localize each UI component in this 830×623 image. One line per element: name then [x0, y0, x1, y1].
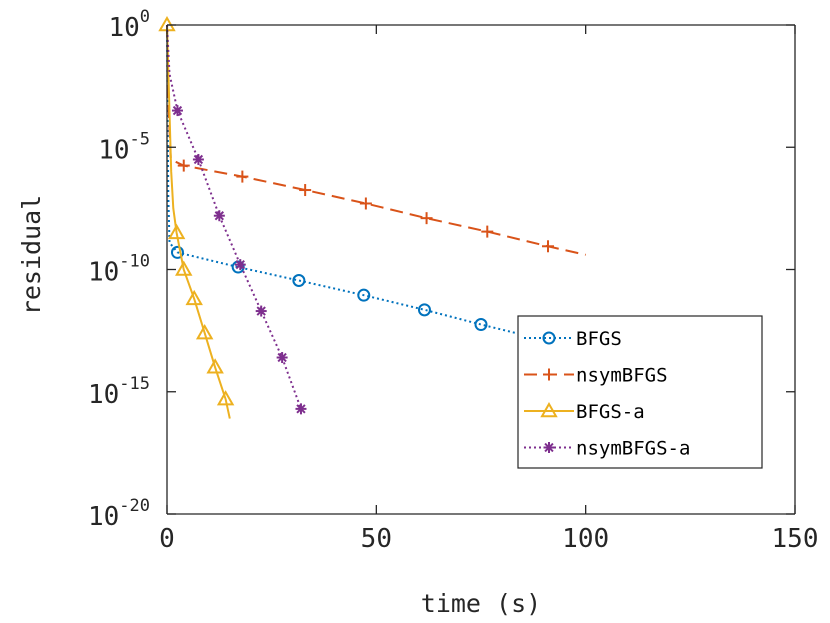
- legend-item-bfgs: BFGS: [524, 328, 622, 350]
- x-tick-label-2: 100: [562, 524, 609, 554]
- axes: [166, 24, 796, 515]
- data-point-nsymbfgs-a-5: [276, 352, 288, 364]
- y-tick-label-2: 10-10: [88, 252, 150, 288]
- y-tick-label-0: 100: [108, 7, 150, 43]
- x-axis-label: time (s): [421, 589, 541, 618]
- legend-box: [517, 315, 763, 469]
- data-point-bfgs-5: [474, 318, 488, 332]
- legend-marker-nsymbfgs-a: [543, 442, 555, 453]
- data-point-bfgs-a-5: [206, 358, 224, 374]
- legend-label-bfgs-a: BFGS-a: [576, 401, 645, 423]
- data-point-bfgs-a-2: [175, 260, 193, 276]
- y-tick-label-3: 10-15: [88, 374, 150, 410]
- data-point-bfgs-4: [417, 303, 431, 317]
- data-point-nsymbfgs-a-0: [171, 105, 183, 117]
- legend-item-nsymbfgs: nsymBFGS: [524, 365, 668, 387]
- data-point-nsymbfgs-a-4: [255, 305, 267, 317]
- data-point-bfgs-2: [292, 274, 306, 288]
- y-axis-label: residual: [17, 195, 46, 315]
- x-tick-label-3: 150: [772, 524, 819, 554]
- x-tick-label-1: 50: [361, 524, 392, 554]
- data-point-nsymbfgs-4: [420, 212, 433, 225]
- y-tick-label-4: 10-20: [88, 496, 150, 532]
- data-point-bfgs-0: [170, 245, 184, 259]
- data-point-nsymbfgs-1: [236, 170, 249, 183]
- series-nsymbfgs: [166, 24, 586, 256]
- data-point-nsymbfgs-a-2: [213, 210, 225, 222]
- data-point-bfgs-a-3: [185, 289, 203, 306]
- legend-marker-nsymbfgs: [543, 368, 555, 381]
- legend-label-nsymbfgs-a: nsymBFGS-a: [576, 438, 690, 460]
- x-tick-label-0: 0: [159, 524, 175, 554]
- tick-labels: 0 50 100 150 100 10-5 10-10 10-15 10-20: [88, 7, 819, 554]
- data-point-nsymbfgs-a-1: [192, 153, 204, 165]
- legend-label-nsymbfgs: nsymBFGS: [576, 365, 668, 387]
- legend-label-bfgs: BFGS: [576, 328, 622, 350]
- series-nsymbfgs-a: [166, 24, 307, 415]
- data-point-bfgs-a-4: [195, 324, 214, 340]
- legend-item-bfgs-a: BFGS-a: [524, 401, 645, 423]
- data-point-nsymbfgs-3: [359, 197, 372, 210]
- data-point-nsymbfgs-0: [177, 159, 190, 172]
- data-point-nsymbfgs-a-3: [234, 259, 246, 271]
- legend-marker-bfgs-a: [540, 401, 558, 418]
- data-point-nsymbfgs-5: [481, 225, 494, 238]
- legend-marker-bfgs: [542, 331, 556, 345]
- data-point-nsymbfgs-a-6: [295, 403, 307, 415]
- y-tick-label-1: 10-5: [98, 129, 150, 165]
- legend-item-nsymbfgs-a: nsymBFGS-a: [524, 438, 690, 460]
- data-point-nsymbfgs-6: [541, 240, 554, 253]
- data-point-bfgs-a-6: [216, 390, 235, 406]
- data-point-bfgs-3: [357, 288, 371, 302]
- data-point-nsymbfgs-2: [299, 184, 312, 197]
- data-point-bfgs-a-1: [167, 223, 186, 240]
- series-line-nsymbfgs-a: [166, 24, 302, 410]
- legend: BFGS nsymBFGS BFGS-a nsymBFGS-a: [517, 315, 763, 469]
